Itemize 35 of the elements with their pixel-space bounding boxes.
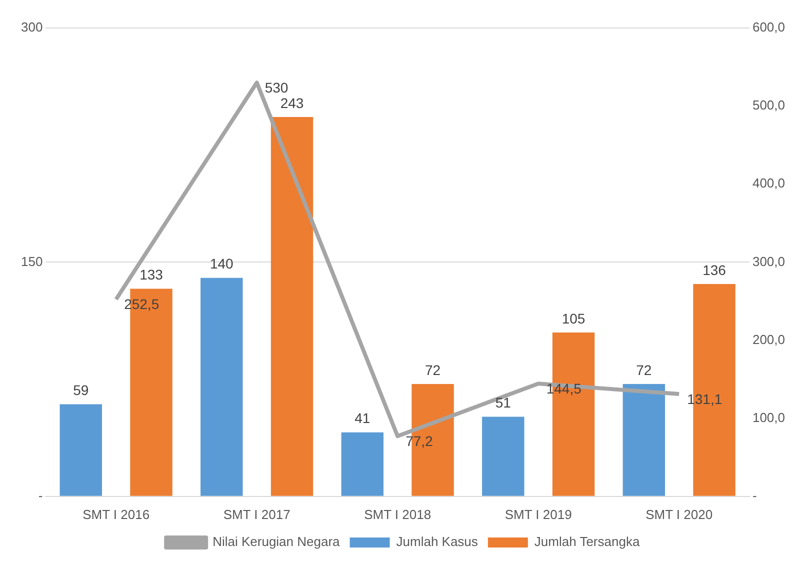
x-tick-label: SMT I 2017: [223, 506, 290, 522]
y2-tick-label: -: [752, 488, 757, 503]
x-tick-label: SMT I 2016: [82, 506, 150, 522]
data-label: 59: [73, 382, 89, 398]
y2-tick-label: 500,0: [752, 98, 786, 113]
data-label: 72: [424, 362, 441, 378]
x-tick-label: SMT I 2020: [646, 506, 713, 522]
y2-tick-label: 600,0: [752, 20, 786, 35]
bar: [482, 416, 524, 496]
bar: [341, 432, 384, 496]
legend-label: Nilai Kerugian Negara: [212, 534, 341, 550]
data-label: 105: [562, 310, 586, 326]
y2-tick-label: 300,0: [752, 254, 786, 269]
x-tick-label: SMT I 2018: [364, 506, 432, 522]
y2-tick-label: 200,0: [752, 332, 786, 347]
y2-tick-label: 100,0: [752, 410, 786, 425]
y2-tick-label: 400,0: [752, 176, 786, 191]
y-tick-label: 300: [20, 20, 43, 35]
data-label: 133: [140, 266, 164, 283]
bar: [622, 384, 666, 496]
data-label: 72: [636, 362, 652, 378]
y-tick-label: -: [38, 488, 43, 503]
x-tick-label: SMT I 2019: [504, 506, 572, 522]
data-label: 41: [354, 410, 370, 426]
data-label: 136: [702, 262, 726, 278]
data-label: 140: [210, 256, 234, 272]
legend-label: Jumlah Tersangka: [534, 534, 640, 550]
data-label: 243: [280, 94, 304, 111]
legend-label: Jumlah Kasus: [396, 534, 478, 550]
bar: [200, 278, 243, 496]
data-label: 530: [264, 80, 288, 96]
bar: [60, 404, 102, 496]
bar: [270, 116, 314, 496]
data-label: 51: [495, 394, 512, 411]
y-tick-label: 150: [20, 254, 43, 269]
